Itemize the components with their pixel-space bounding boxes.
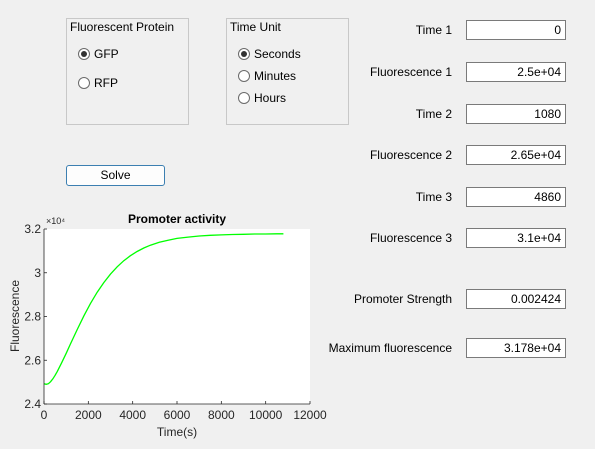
solve-button[interactable]: Solve	[66, 165, 165, 186]
fluorescence-2-label: Fluorescence 2	[369, 148, 452, 162]
fluorescence-1-label: Fluorescence 1	[369, 65, 452, 79]
time-unit-title: Time Unit	[230, 20, 281, 34]
y-axis-label: Fluorescence	[8, 280, 22, 352]
seconds-label: Seconds	[254, 47, 301, 61]
rfp-radio-circle[interactable]	[78, 77, 90, 89]
rfp-label: RFP	[94, 76, 118, 90]
x-tick-label: 2000	[75, 408, 102, 422]
maximum-fluorescence-field[interactable]: 3.178e+04	[466, 338, 566, 358]
seconds-radio-dot	[241, 51, 247, 57]
minutes-radio-circle[interactable]	[238, 70, 250, 82]
fluorescence-3-field[interactable]: 3.1e+04	[466, 228, 566, 248]
fluorescent-protein-title: Fluorescent Protein	[70, 20, 175, 34]
y-tick-label: 2.6	[24, 353, 41, 367]
y-tick-label: 2.8	[24, 310, 41, 324]
time-3-label: Time 3	[415, 190, 452, 204]
minutes-radio[interactable]: Minutes	[238, 68, 296, 84]
y-exponent-label: ×10⁴	[46, 216, 65, 226]
x-tick-label: 0	[41, 408, 48, 422]
y-tick-label: 3	[34, 266, 41, 280]
time-1-label: Time 1	[415, 23, 452, 37]
x-tick-label: 6000	[164, 408, 191, 422]
time-unit-panel: Time Unit Seconds Minutes Hours	[226, 18, 349, 125]
seconds-radio[interactable]: Seconds	[238, 46, 301, 62]
time-1-field[interactable]: 0	[466, 20, 566, 40]
fluorescence-2-field[interactable]: 2.65e+04	[466, 145, 566, 165]
gfp-radio[interactable]: GFP	[78, 46, 119, 62]
y-tick-label: 2.4	[24, 397, 41, 411]
gfp-radio-circle[interactable]	[78, 48, 90, 60]
minutes-label: Minutes	[254, 69, 297, 83]
x-tick-label: 4000	[119, 408, 146, 422]
fluorescent-protein-panel: Fluorescent Protein GFP RFP	[66, 18, 189, 125]
promoter-strength-field[interactable]: 0.002424	[466, 289, 566, 309]
time-2-label: Time 2	[415, 107, 452, 121]
hours-radio[interactable]: Hours	[238, 90, 286, 106]
x-axis-label: Time(s)	[157, 425, 197, 439]
maximum-fluorescence-label: Maximum fluorescence	[328, 341, 452, 355]
fluorescence-1-field[interactable]: 2.5e+04	[466, 62, 566, 82]
seconds-radio-circle[interactable]	[238, 48, 250, 60]
x-tick-label: 12000	[293, 408, 327, 422]
hours-label: Hours	[254, 91, 287, 105]
fluorescence-3-label: Fluorescence 3	[369, 231, 452, 245]
hours-radio-circle[interactable]	[238, 92, 250, 104]
gfp-radio-dot	[81, 51, 87, 57]
fluorescence-curve	[43, 233, 284, 385]
x-tick-label: 8000	[208, 408, 235, 422]
time-3-field[interactable]: 4860	[466, 187, 566, 207]
time-2-field[interactable]: 1080	[466, 104, 566, 124]
y-tick-label: 3.2	[24, 222, 41, 236]
gfp-label: GFP	[94, 47, 119, 61]
chart-title: Promoter activity	[128, 212, 226, 226]
promoter-strength-label: Promoter Strength	[353, 292, 452, 306]
promoter-activity-chart: Promoter activity ×10⁴ 0 2000 4000 6000 8000…	[8, 212, 327, 439]
plot-area	[44, 229, 310, 404]
rfp-radio[interactable]: RFP	[78, 75, 118, 91]
x-tick-label: 10000	[249, 408, 283, 422]
